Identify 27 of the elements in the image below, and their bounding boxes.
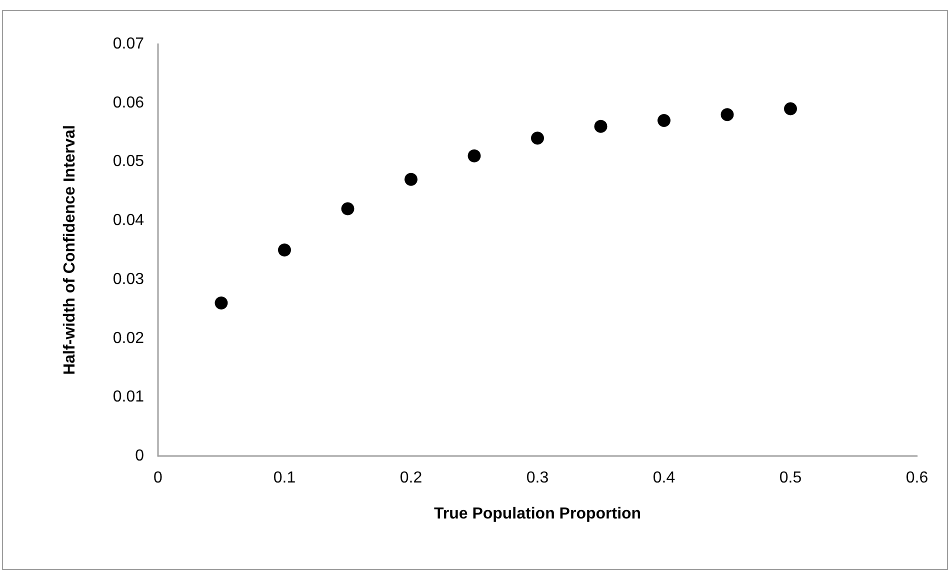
x-tick-label: 0.6 [906,470,928,486]
point [404,172,418,186]
point [214,296,228,310]
point [468,149,481,162]
x-tick-label: 0.2 [400,470,422,486]
point [278,244,291,256]
y-tick-label: 0.04 [112,212,144,230]
y-tick-label: 0.02 [112,330,144,347]
point [658,114,670,128]
y-tick-label: 0.07 [112,36,144,52]
point [594,120,608,133]
x-axis-title: True Population Proportion [434,506,642,522]
point [341,202,354,216]
y-tick-label: 0.06 [112,94,144,112]
y-tick-label: 0.05 [112,153,144,170]
point [784,102,797,116]
y-tick-label: 0 [135,448,144,464]
y-axis-title: Half-width of Confidence Interval [62,125,78,375]
x-tick-label: 0 [154,470,163,486]
point [531,132,544,145]
x-tick-label: 0.5 [779,470,802,486]
x-tick-label: 0.3 [526,470,549,486]
y-tick-label: 0.01 [112,388,144,406]
x-tick-label: 0.1 [273,470,296,486]
y-tick-label: 0.03 [112,270,144,288]
x-tick-label: 0.4 [652,470,676,486]
point [720,108,734,122]
